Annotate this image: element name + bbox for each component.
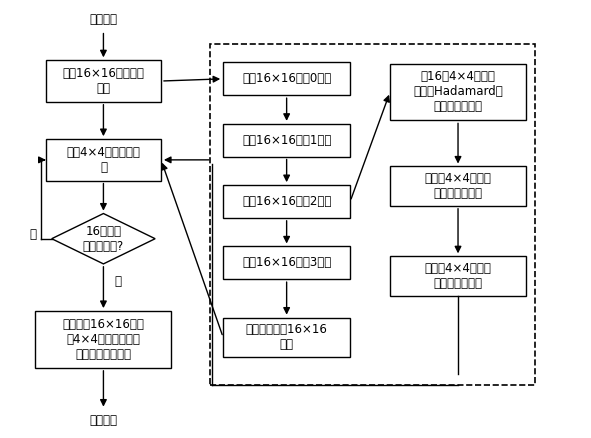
Text: 对每个4×4子块求
出候选模式集合: 对每个4×4子块求 出候选模式集合 <box>424 262 492 290</box>
Text: 帧内16×16模式0预测: 帧内16×16模式0预测 <box>242 72 332 85</box>
FancyBboxPatch shape <box>390 256 526 296</box>
Text: 亮度宏块: 亮度宏块 <box>89 13 118 26</box>
Text: 帧内16×16模式2预测: 帧内16×16模式2预测 <box>242 195 332 208</box>
FancyBboxPatch shape <box>223 124 350 157</box>
Text: 确定帧内16×16和帧
内4×4两种预测类型
中的最佳预测模式: 确定帧内16×16和帧 内4×4两种预测类型 中的最佳预测模式 <box>63 318 144 361</box>
Text: 选择最佳帧内16×16
模式: 选择最佳帧内16×16 模式 <box>246 323 327 351</box>
Text: 对16个4×4子块用
修改的Hadamard变
换提取方向信息: 对16个4×4子块用 修改的Hadamard变 换提取方向信息 <box>413 71 503 113</box>
Text: 16个子块
是否预测完?: 16个子块 是否预测完? <box>83 225 124 253</box>
FancyBboxPatch shape <box>223 246 350 279</box>
FancyBboxPatch shape <box>46 60 161 102</box>
Text: 帧内4×4预测模式选
择: 帧内4×4预测模式选 择 <box>66 146 141 174</box>
FancyBboxPatch shape <box>35 311 171 368</box>
Text: 帧内16×16模式3预测: 帧内16×16模式3预测 <box>242 256 332 269</box>
FancyBboxPatch shape <box>390 166 526 206</box>
Polygon shape <box>52 213 155 264</box>
FancyBboxPatch shape <box>223 185 350 218</box>
Text: 预测结束: 预测结束 <box>89 414 118 427</box>
Text: 帧内16×16预测模式
选择: 帧内16×16预测模式 选择 <box>63 67 144 95</box>
Text: 帧内16×16模式1预测: 帧内16×16模式1预测 <box>242 134 332 147</box>
Text: 是: 是 <box>115 275 122 288</box>
FancyBboxPatch shape <box>390 64 526 120</box>
Text: 对每个4×4子块做
方向直方图统计: 对每个4×4子块做 方向直方图统计 <box>424 172 492 200</box>
FancyBboxPatch shape <box>223 63 350 95</box>
FancyBboxPatch shape <box>223 318 350 357</box>
FancyBboxPatch shape <box>46 139 161 181</box>
Text: 否: 否 <box>29 228 36 241</box>
